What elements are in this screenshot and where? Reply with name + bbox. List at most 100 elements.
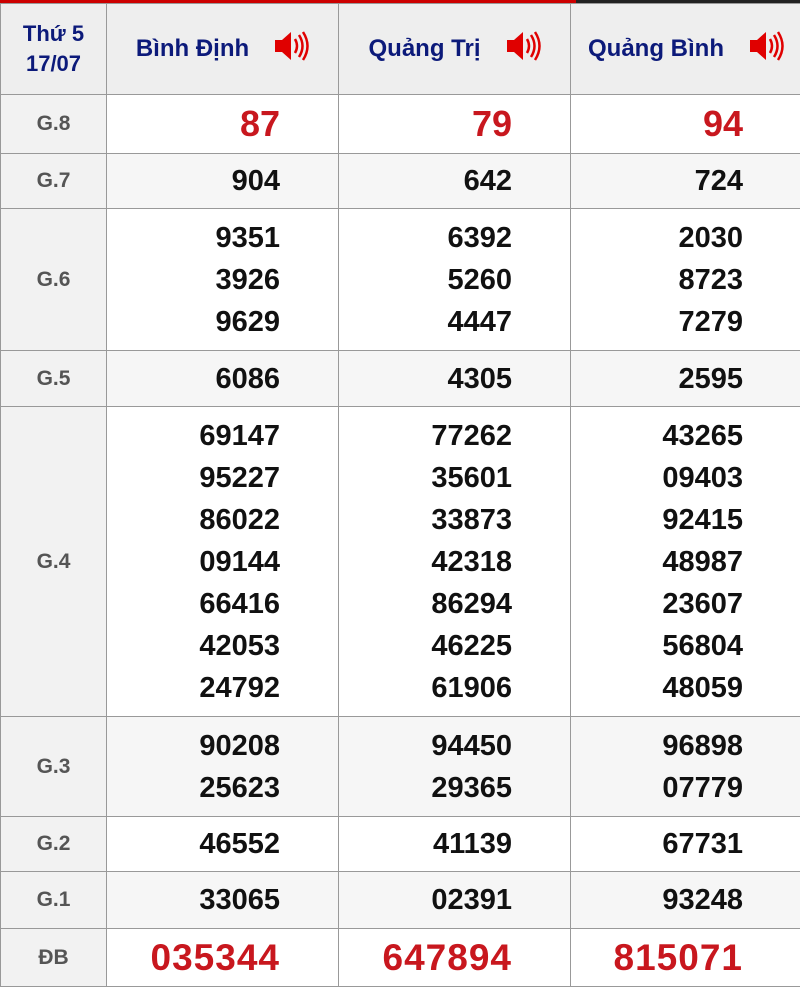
prize-cell: 724 xyxy=(570,153,800,209)
prize-label: G.3 xyxy=(0,716,107,817)
prize-number: 07779 xyxy=(662,771,743,804)
prize-number: 61906 xyxy=(431,671,512,704)
prize-cell: 41139 xyxy=(338,816,571,872)
special-prize-number: 815071 xyxy=(613,936,743,978)
prize-number: 87 xyxy=(239,103,280,144)
prize-cell: 94 xyxy=(570,94,800,154)
prize-cell: 90208 25623 xyxy=(106,716,339,817)
prize-cell: 6392 5260 4447 xyxy=(338,208,571,351)
prize-number: 77262 xyxy=(431,419,512,452)
prize-number: 6392 xyxy=(447,221,512,254)
prize-number: 02391 xyxy=(431,884,512,916)
prize-cell: 67731 xyxy=(570,816,800,872)
prize-number: 09403 xyxy=(662,461,743,494)
prize-number: 42318 xyxy=(431,545,512,578)
prize-number: 67731 xyxy=(662,828,743,860)
prize-label: G.5 xyxy=(0,350,107,407)
prize-number: 2030 xyxy=(678,221,743,254)
prize-number: 96898 xyxy=(662,729,743,762)
prize-label: G.1 xyxy=(0,871,107,929)
prize-number: 93248 xyxy=(662,884,743,916)
speaker-icon[interactable] xyxy=(748,29,784,70)
draw-date: Thứ 5 17/07 xyxy=(0,3,107,95)
special-prize-number: 035344 xyxy=(150,936,280,978)
prize-cell: 4305 xyxy=(338,350,571,407)
weekday: Thứ 5 xyxy=(22,21,85,46)
prize-cell: 2030 8723 7279 xyxy=(570,208,800,351)
prize-number: 4305 xyxy=(447,362,512,395)
prize-number: 92415 xyxy=(662,503,743,536)
prize-label: G.6 xyxy=(0,208,107,351)
prize-cell: 904 xyxy=(106,153,339,209)
prize-number: 86294 xyxy=(431,587,512,620)
prize-number: 23607 xyxy=(662,587,743,620)
prize-label: G.2 xyxy=(0,816,107,872)
prize-number: 2595 xyxy=(678,362,743,395)
header-row: Thứ 5 17/07 Bình Định Quảng Trị Quảng Bì… xyxy=(0,3,800,95)
prize-number: 42053 xyxy=(199,629,280,662)
prize-label: G.7 xyxy=(0,153,107,209)
prize-row: G.5 6086 4305 2595 xyxy=(0,350,800,407)
prize-number: 43265 xyxy=(662,419,743,452)
prize-row: G.6 9351 3926 9629 6392 5260 4447 2030 8723 7279 xyxy=(0,208,800,351)
prize-number: 8723 xyxy=(678,263,743,296)
prize-cell: 642 xyxy=(338,153,571,209)
prize-cell: 77262 35601 33873 42318 86294 46225 61906 xyxy=(338,406,571,717)
date: 17/07 xyxy=(25,51,82,76)
prize-number: 90208 xyxy=(199,729,280,762)
prize-label: G.4 xyxy=(0,406,107,717)
prize-row: G.1 33065 02391 93248 xyxy=(0,871,800,929)
province-quang-binh: Quảng Bình xyxy=(570,3,800,95)
prize-number: 09144 xyxy=(199,545,280,578)
special-prize-number: 647894 xyxy=(382,936,512,978)
top-accent-bar xyxy=(0,0,800,3)
speaker-icon[interactable] xyxy=(505,29,541,70)
prize-row: ĐB 035344 647894 815071 xyxy=(0,928,800,987)
prize-number: 46225 xyxy=(431,629,512,662)
prize-number: 3926 xyxy=(215,263,280,296)
prize-cell: 43265 09403 92415 48987 23607 56804 48059 xyxy=(570,406,800,717)
prize-row: G.3 90208 25623 94450 29365 96898 07779 xyxy=(0,716,800,817)
prize-number: 86022 xyxy=(199,503,280,536)
prize-number: 79 xyxy=(471,103,512,144)
prize-number: 94450 xyxy=(431,729,512,762)
prize-cell: 815071 xyxy=(570,928,800,987)
prize-number: 904 xyxy=(231,165,280,197)
prize-number: 4447 xyxy=(447,305,512,338)
prize-number: 5260 xyxy=(447,263,512,296)
prize-number: 6086 xyxy=(215,362,280,395)
province-quang-tri: Quảng Trị xyxy=(338,3,571,95)
prize-cell: 69147 95227 86022 09144 66416 42053 24792 xyxy=(106,406,339,717)
prize-label: G.8 xyxy=(0,94,107,154)
prize-cell: 035344 xyxy=(106,928,339,987)
prize-number: 69147 xyxy=(199,419,280,452)
prize-cell: 94450 29365 xyxy=(338,716,571,817)
prize-cell: 02391 xyxy=(338,871,571,929)
prize-number: 642 xyxy=(463,165,512,197)
prize-row: G.8 87 79 94 xyxy=(0,94,800,154)
prize-cell: 87 xyxy=(106,94,339,154)
prize-row: G.2 46552 41139 67731 xyxy=(0,816,800,872)
prize-number: 48987 xyxy=(662,545,743,578)
prize-number: 95227 xyxy=(199,461,280,494)
prize-number: 48059 xyxy=(662,671,743,704)
prize-number: 24792 xyxy=(199,671,280,704)
prize-cell: 79 xyxy=(338,94,571,154)
province-binh-dinh: Bình Định xyxy=(106,3,339,95)
prize-number: 41139 xyxy=(432,828,512,860)
prize-number: 46552 xyxy=(199,828,280,860)
prize-number: 33873 xyxy=(431,503,512,536)
prize-cell: 9351 3926 9629 xyxy=(106,208,339,351)
prize-number: 9351 xyxy=(215,221,280,254)
prize-cell: 6086 xyxy=(106,350,339,407)
prize-cell: 96898 07779 xyxy=(570,716,800,817)
prize-number: 7279 xyxy=(678,305,743,338)
prize-number: 25623 xyxy=(199,771,280,804)
prize-number: 94 xyxy=(702,103,743,144)
prize-cell: 33065 xyxy=(106,871,339,929)
prize-cell: 647894 xyxy=(338,928,571,987)
speaker-icon[interactable] xyxy=(273,29,309,70)
prize-label: ĐB xyxy=(0,928,107,987)
prize-number: 33065 xyxy=(199,884,280,916)
prize-cell: 46552 xyxy=(106,816,339,872)
